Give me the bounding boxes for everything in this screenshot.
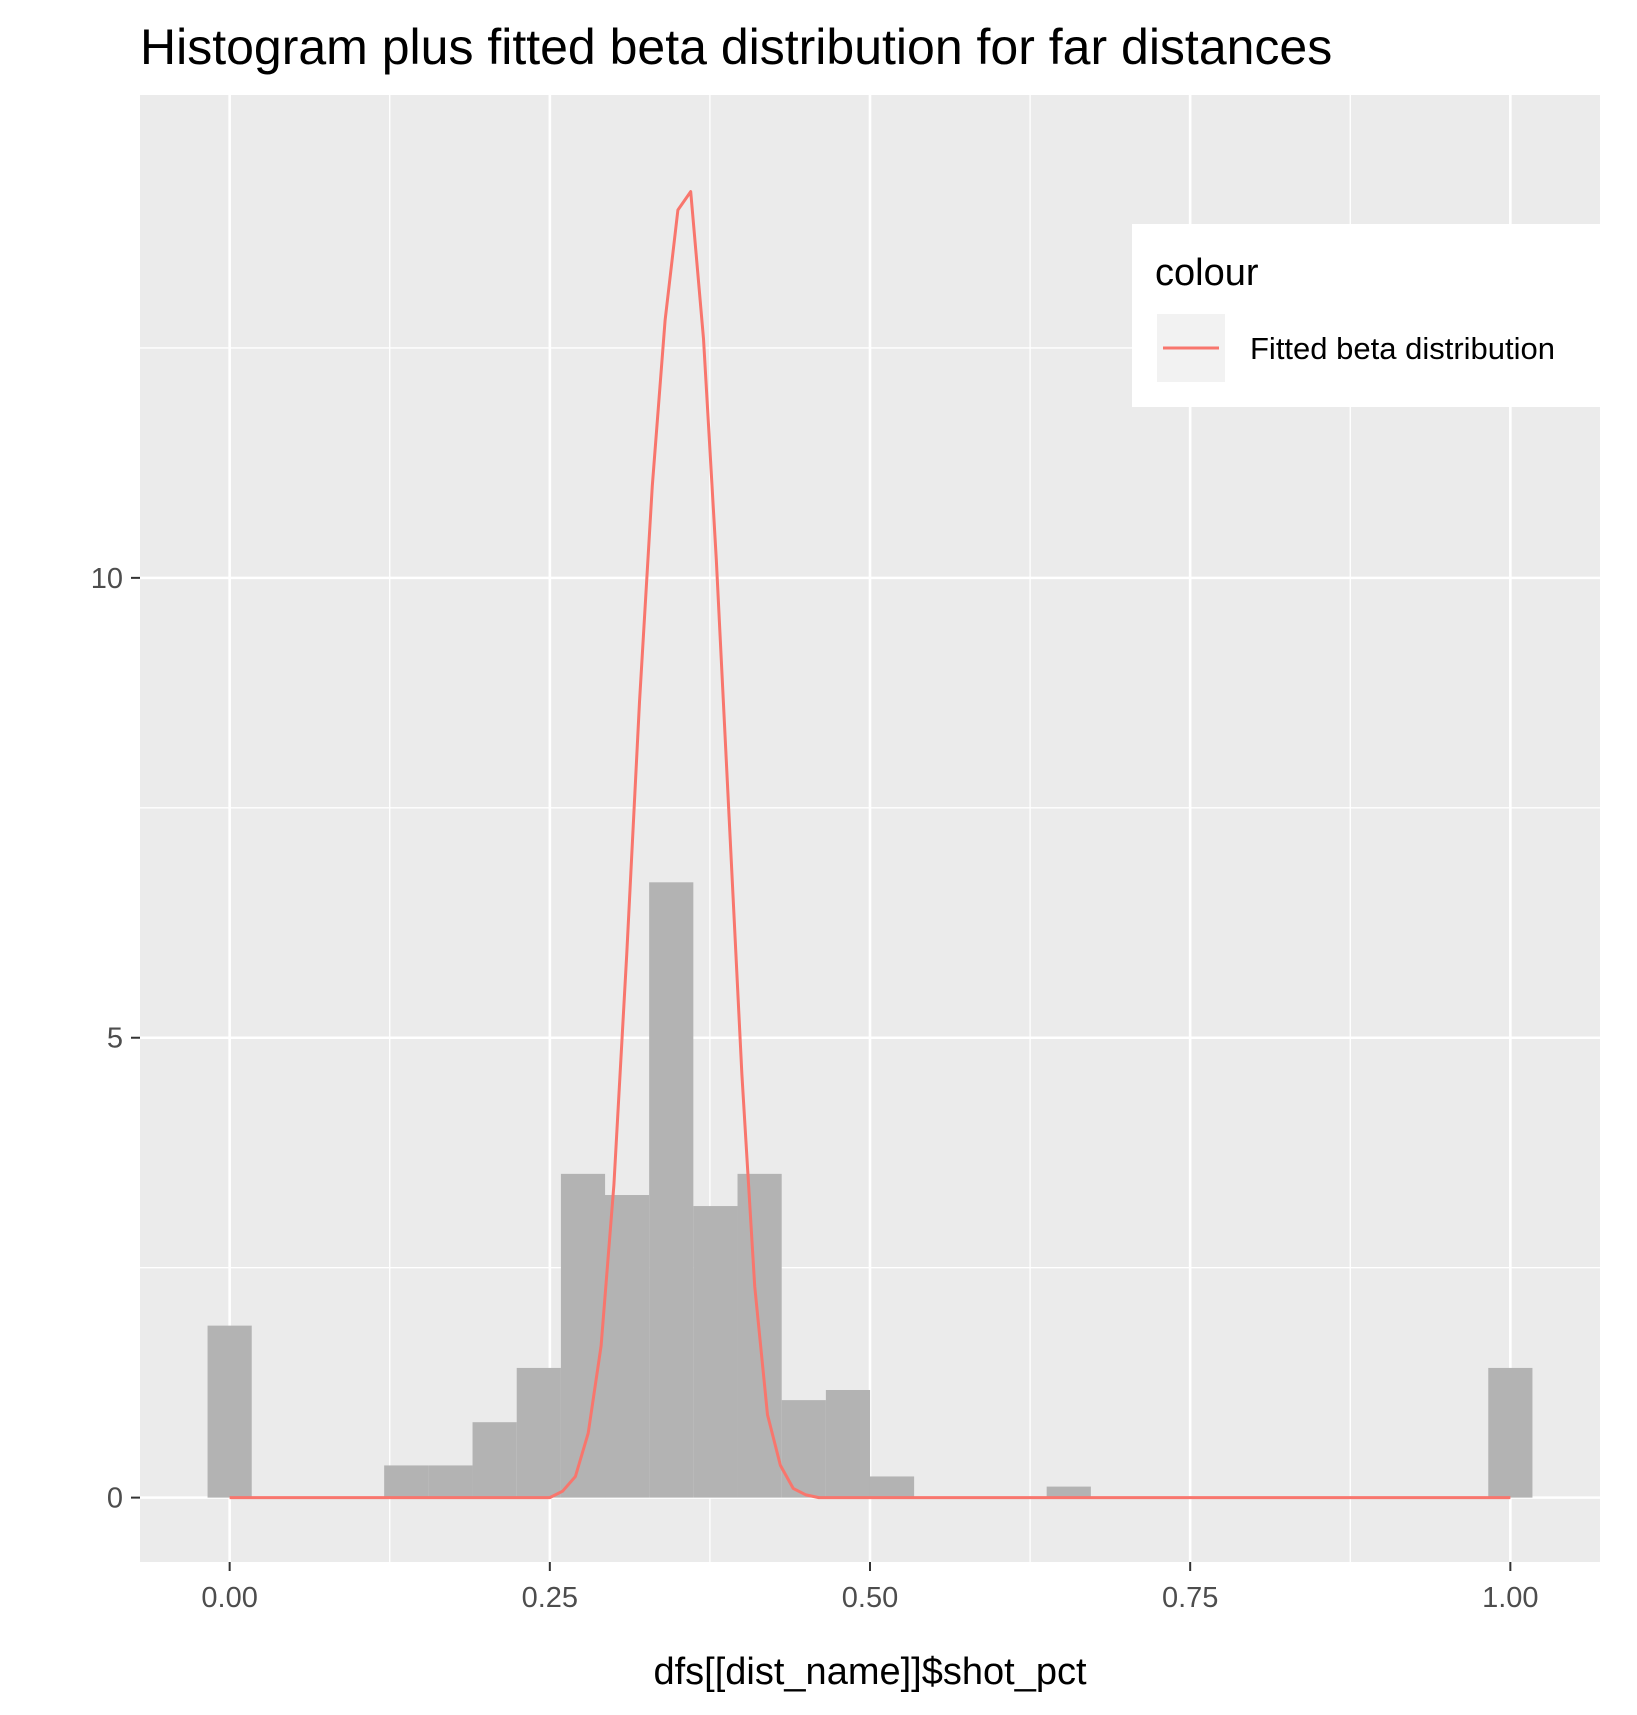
- fitted-beta-line: [229, 190, 1511, 1500]
- x-tick-label: 0.50: [842, 1582, 898, 1614]
- axis-ticks: [131, 576, 1512, 1571]
- legend-entry-label: Fitted beta distribution: [1250, 331, 1555, 366]
- histogram-bar: [649, 882, 694, 1498]
- histogram-bar: [560, 1173, 606, 1498]
- chart-title: Histogram plus fitted beta distribution …: [140, 19, 1333, 75]
- histogram-bar: [693, 1206, 738, 1498]
- histogram-bar: [1046, 1486, 1091, 1498]
- histogram-bar: [825, 1390, 871, 1498]
- tick-labels: 0.00 0.25 0.50 0.75 1.00 0 5 10: [91, 563, 1539, 1614]
- x-tick-label: 0.75: [1162, 1582, 1218, 1614]
- histogram-bar: [472, 1422, 517, 1498]
- histogram-bar: [428, 1465, 473, 1498]
- histogram-bars: [207, 882, 1533, 1498]
- legend: colour Fitted beta distribution: [1132, 224, 1600, 407]
- y-tick-label: 10: [91, 563, 123, 595]
- histogram-bar: [384, 1465, 429, 1498]
- y-tick-label: 0: [107, 1483, 123, 1515]
- histogram-bar: [869, 1476, 915, 1498]
- legend-title: colour: [1155, 252, 1259, 294]
- x-tick-label: 0.25: [522, 1582, 578, 1614]
- histogram-bar: [207, 1325, 252, 1498]
- histogram-bar: [1488, 1367, 1533, 1498]
- histogram-bar: [781, 1400, 826, 1498]
- y-tick-label: 5: [107, 1023, 123, 1055]
- histogram-bar: [516, 1367, 561, 1498]
- fitted-line-group: [229, 190, 1511, 1500]
- x-tick-label: 1.00: [1482, 1582, 1538, 1614]
- x-tick-label: 0.00: [201, 1582, 257, 1614]
- x-axis-title: dfs[[dist_name]]$shot_pct: [653, 1651, 1086, 1693]
- histogram-bar: [604, 1195, 650, 1498]
